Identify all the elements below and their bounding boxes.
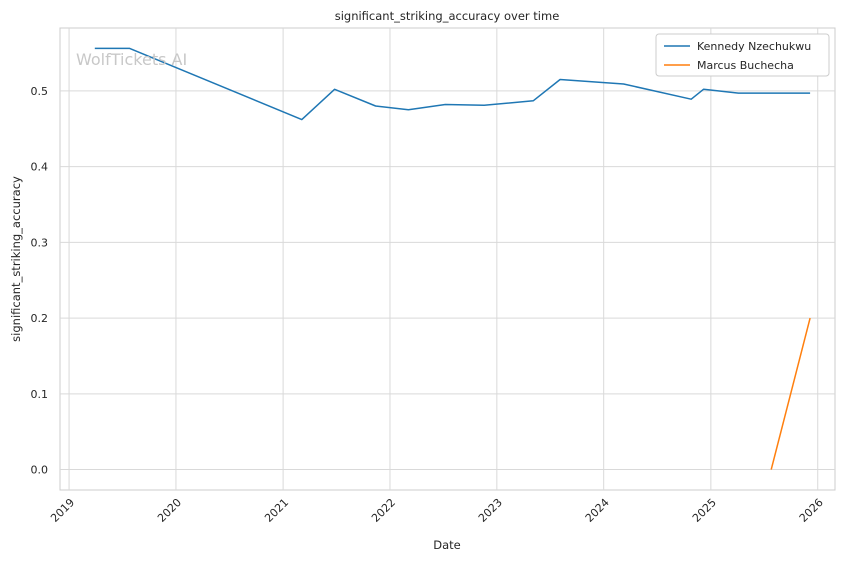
legend-label-marcus-buchecha: Marcus Buchecha [697, 59, 794, 72]
y-tick-label-0.1: 0.1 [31, 388, 49, 401]
y-axis-label: significant_striking_accuracy [9, 176, 23, 342]
y-axis-ticks: 0.0 0.1 0.2 0.3 0.4 0.5 [31, 85, 49, 477]
series-layer [94, 47, 811, 470]
series-line-marcus-buchecha [770, 317, 811, 470]
grid [60, 28, 835, 490]
y-tick-label-0.4: 0.4 [31, 161, 49, 174]
y-tick-label-0.5: 0.5 [31, 85, 49, 98]
x-axis-label: Date [433, 538, 461, 552]
y-tick-label-0.2: 0.2 [31, 312, 49, 325]
watermark: WolfTickets AI [76, 50, 187, 69]
chart-title: significant_striking_accuracy over time [335, 9, 560, 23]
legend-frame [655, 33, 830, 77]
legend-label-kennedy-nzechukwu: Kennedy Nzechukwu [697, 40, 811, 53]
y-tick-label-0.0: 0.0 [31, 464, 49, 477]
series-line-kennedy-nzechukwu [94, 47, 811, 121]
y-tick-label-0.3: 0.3 [31, 236, 49, 249]
legend: Kennedy Nzechukwu Marcus Buchecha [655, 33, 830, 77]
